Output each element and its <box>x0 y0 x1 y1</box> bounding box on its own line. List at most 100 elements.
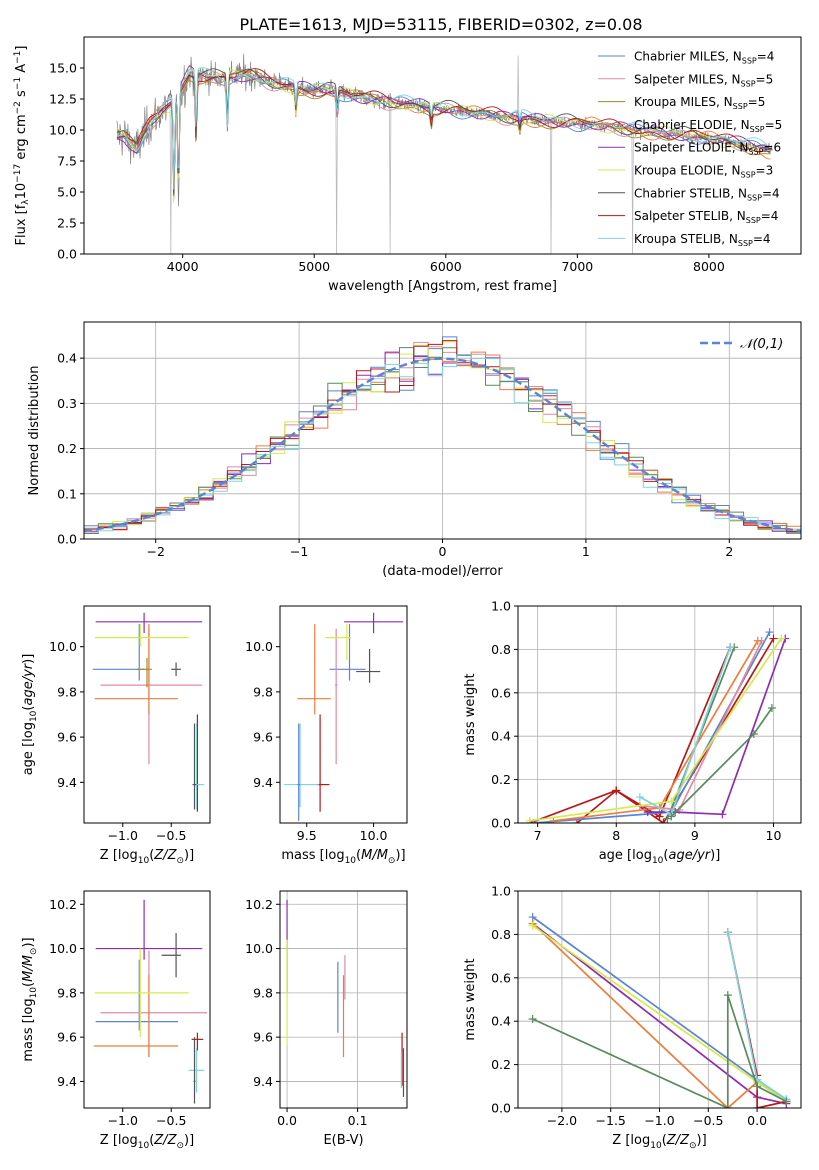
weight-marker <box>528 1015 537 1024</box>
spectrum-spike <box>335 95 338 254</box>
y-tick-label: 9.4 <box>57 775 77 790</box>
y-tick-label: 0.8 <box>491 642 511 657</box>
weight-marker <box>525 816 534 823</box>
plot-area <box>84 336 801 539</box>
model-spectrum-krou_miles <box>116 70 771 198</box>
x-tick-label: 4000 <box>167 259 199 274</box>
weight-marker <box>767 703 776 712</box>
x-tick-label: −1.0 <box>108 1113 138 1128</box>
y-axis-label: mass weight <box>463 673 478 755</box>
errorbar-salp_elodie <box>95 899 203 960</box>
y-tick-label: 0.8 <box>491 927 511 942</box>
errorbar-chab_stelib <box>161 933 181 978</box>
spectrum-spike <box>169 104 173 254</box>
errorbar-chab_stelib <box>171 662 181 677</box>
y-tick-label: 0.2 <box>491 772 511 787</box>
model-spectrum-krou_elodie <box>116 69 771 203</box>
weight-line <box>639 646 732 816</box>
errorbar-chab_stelib <box>192 723 197 810</box>
x-tick-label: 10.0 <box>360 828 388 843</box>
plot-area <box>116 53 773 254</box>
x-tick-label: 0.0 <box>747 1113 767 1128</box>
y-tick-label: 0.0 <box>491 816 511 831</box>
weight-marker <box>753 1104 762 1108</box>
y-axis-label: Normed distribution <box>27 366 42 496</box>
x-tick-label: −1.0 <box>644 1113 674 1128</box>
x-axis-label: age [log10(age/yr)] <box>599 848 721 866</box>
y-tick-label: 0.6 <box>491 685 511 700</box>
errorbar-krou_elodie <box>94 948 189 1038</box>
residual-histogram-panel: −2 −1 0 1 2 0.0 0.1 0.2 0.3 0.4 (data-model)/error… <box>27 321 802 579</box>
y-tick-label: 0.6 <box>491 970 511 985</box>
weight-marker <box>782 1097 791 1106</box>
y-tick-label: 0.2 <box>491 1057 511 1072</box>
legend-label: Salpeter MILES, NSSP=5 <box>634 72 773 88</box>
axes-frame <box>279 890 408 1109</box>
mass-weight-vs-metallicity-panel: −2.0 −1.5 −1.0 −0.5 0.0 0.0 0.2 0.4 0.6 0.8 1.0 Z [… <box>463 884 802 1151</box>
axes-frame <box>83 605 211 824</box>
spectrum-spike <box>549 121 553 254</box>
spectrum-spike <box>516 55 520 124</box>
y-axis-label: Flux [fλ10−17 erg cm−2 s−1 A−1] <box>13 46 31 246</box>
y-tick-label: 9.8 <box>57 985 77 1000</box>
x-axis-label: Z [log10(Z/Z⊙)] <box>100 1133 194 1151</box>
x-axis-label: wavelength [Angstrom, rest frame] <box>328 279 557 294</box>
age-vs-metallicity-panel: −1.0 −0.5 9.4 9.6 9.8 10.0 Z [log10(Z/Z⊙)] age … <box>21 605 211 866</box>
y-tick-label: 7.5 <box>57 154 77 169</box>
y-tick-label: 9.6 <box>57 730 77 745</box>
errorbar-salp_miles <box>100 950 208 1058</box>
y-tick-label: 9.6 <box>253 730 273 745</box>
y-tick-label: 2.5 <box>57 216 77 231</box>
y-tick-label: 10.2 <box>245 897 273 912</box>
weight-marker <box>643 808 652 817</box>
errorbar-krou_stelib <box>284 723 319 808</box>
legend-label: Chabrier ELODIE, NSSP=5 <box>634 118 782 134</box>
legend-label: Salpeter ELODIE, NSSP=6 <box>634 141 781 157</box>
legend-label: Chabrier STELIB, NSSP=4 <box>634 186 780 202</box>
y-tick-label: 9.4 <box>253 775 273 790</box>
errorbar-chab_stelib <box>356 648 381 683</box>
weight-line <box>529 638 775 823</box>
y-tick-label: 10.2 <box>49 897 77 912</box>
x-tick-label: −1 <box>290 544 308 559</box>
y-tick-label: 15.0 <box>49 61 77 76</box>
model-spectrum-chab_elodie <box>116 69 771 200</box>
y-tick-label: 10.0 <box>245 941 273 956</box>
axes-frame <box>83 36 802 255</box>
y-tick-label: 0.4 <box>491 1014 511 1029</box>
x-tick-label: 2 <box>725 544 733 559</box>
x-tick-label: 0 <box>439 544 447 559</box>
y-tick-label: 9.6 <box>57 1030 77 1045</box>
y-tick-label: 0.3 <box>57 396 77 411</box>
model-spectrum-chab_stelib <box>116 68 771 196</box>
legend-label: 𝒩(0,1) <box>740 337 783 352</box>
y-tick-label: 0.0 <box>57 247 77 262</box>
legend-label: Kroupa MILES, NSSP=5 <box>634 95 765 111</box>
legend-label: Chabrier MILES, NSSP=4 <box>634 50 774 66</box>
y-tick-label: 9.6 <box>253 1030 273 1045</box>
weight-line <box>576 646 732 823</box>
weight-marker <box>667 797 676 806</box>
axes-frame <box>279 605 408 824</box>
x-axis-label: (data-model)/error <box>382 564 503 579</box>
x-tick-label: 1 <box>582 544 590 559</box>
y-tick-label: 0.1 <box>57 486 77 501</box>
weight-marker <box>749 730 758 739</box>
weight-line-chab_elodie <box>549 636 762 823</box>
errorbar-krou_elodie <box>325 624 351 661</box>
weight-line <box>647 638 787 816</box>
errorbar-salp_stelib <box>316 714 330 812</box>
histogram-legend: 𝒩(0,1) <box>700 337 783 352</box>
y-tick-label: 0.0 <box>57 532 77 547</box>
weight-line-krou_elodie <box>525 634 786 823</box>
y-tick-label: 0.0 <box>491 1101 511 1116</box>
errorbar-chab_stelib <box>193 1037 196 1104</box>
x-tick-label: 8 <box>612 828 620 843</box>
axes-frame <box>517 890 802 1109</box>
x-axis-label: Z [log10(Z/Z⊙)] <box>612 1133 706 1151</box>
weight-marker <box>765 628 774 637</box>
weight-marker <box>769 634 778 643</box>
y-axis-label: age [log10(age/yr)] <box>21 654 39 776</box>
y-tick-label: 10.0 <box>245 639 273 654</box>
